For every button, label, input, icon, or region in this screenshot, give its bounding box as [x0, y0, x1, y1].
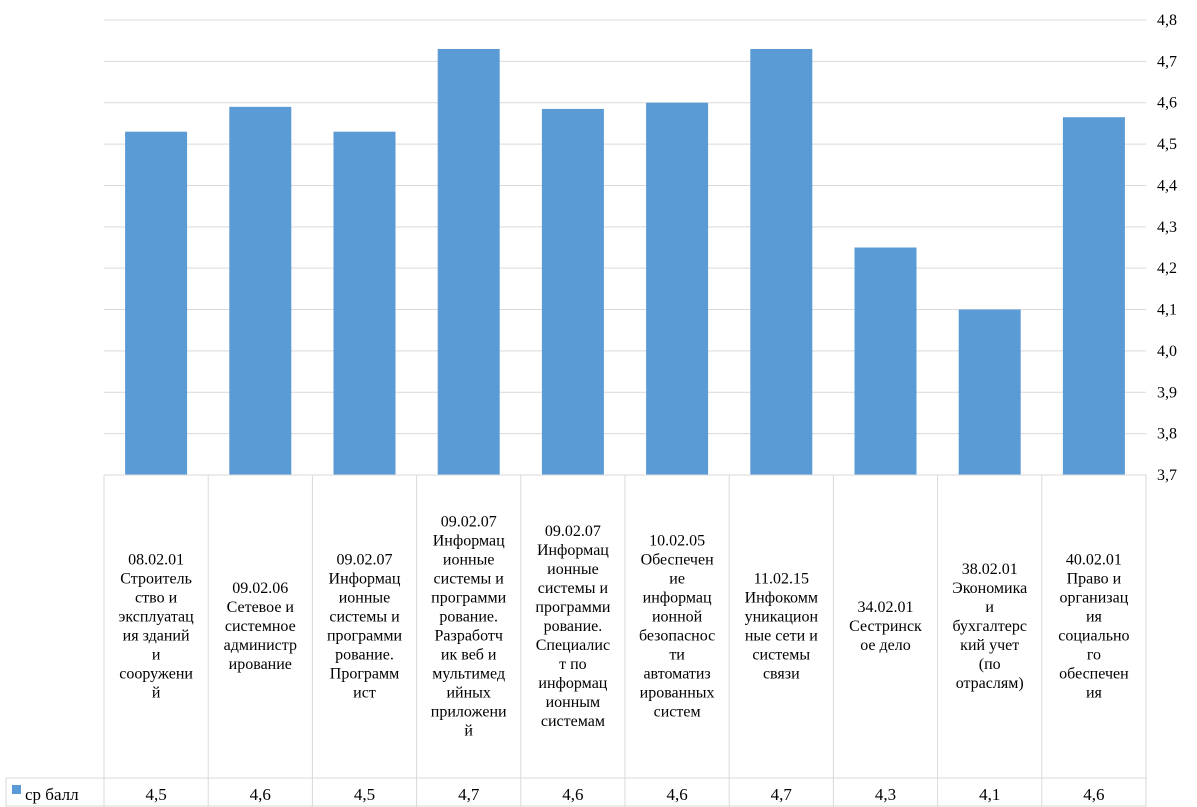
- bar: [646, 102, 709, 476]
- data-table-value: 4,1: [979, 785, 1000, 804]
- category-label: 09.02.07 Информац ионные системы и программи…: [327, 552, 402, 702]
- y-tick-label: 4,6: [1157, 95, 1177, 112]
- y-tick-label: 4,7: [1157, 53, 1177, 70]
- category-label: 11.02.15 Инфокомм уникацион ные сети и систе…: [745, 571, 819, 683]
- y-tick-label: 4,8: [1157, 12, 1177, 29]
- bar: [125, 131, 188, 475]
- category-label: 34.02.01 Сестринск ое дело: [849, 599, 922, 654]
- y-tick-label: 4,1: [1157, 302, 1177, 319]
- y-tick-label: 3,9: [1157, 384, 1177, 401]
- y-tick-label: 4,2: [1157, 260, 1177, 277]
- bar: [229, 106, 292, 475]
- data-table-value: 4,6: [1083, 785, 1104, 804]
- data-table-grid: [5, 474, 1147, 807]
- y-axis-tick-labels: 3,7 3,8 3,9 4,0 4,1 4,2 4,3 4,4 4,5 4,6 4,7 4,8: [1157, 12, 1177, 484]
- bar: [333, 131, 396, 475]
- data-table-value: 4,6: [562, 785, 583, 804]
- category-label: 08.02.01 Строитель ство и эксплуатац ия здан…: [118, 552, 194, 702]
- y-tick-label: 3,7: [1157, 467, 1177, 484]
- category-label: 10.02.05 Обеспечен ие информац ионной безопас…: [639, 533, 715, 721]
- bar: [541, 108, 604, 475]
- bar: [1062, 117, 1125, 476]
- data-table-value: 4,6: [250, 785, 271, 804]
- category-label: 09.02.07 Информац ионные системы и программи…: [431, 514, 507, 740]
- data-table-value: 4,5: [354, 785, 375, 804]
- bar: [437, 48, 500, 476]
- bar: [854, 247, 917, 475]
- y-tick-label: 4,5: [1157, 136, 1177, 153]
- y-tick-label: 3,8: [1157, 426, 1177, 443]
- y-tick-label: 4,4: [1157, 177, 1177, 194]
- data-table-value: 4,7: [458, 785, 480, 804]
- category-label: 09.02.06 Сетевое и системное администр ирова…: [224, 580, 297, 673]
- y-tick-label: 4,0: [1157, 343, 1177, 360]
- data-table-values: 4,5 4,6 4,5 4,7 4,6 4,6 4,7 4,3 4,1 4,6: [145, 785, 1104, 804]
- data-table-value: 4,5: [145, 785, 166, 804]
- category-label: 38.02.01 Экономика и бухгалтерс кий учет (по о…: [952, 561, 1027, 692]
- y-tick-label: 4,3: [1157, 219, 1177, 236]
- data-table-value: 4,3: [875, 785, 896, 804]
- category-labels: 08.02.01 Строитель ство и эксплуатац ия здан…: [118, 514, 1129, 740]
- legend-swatch: [12, 785, 21, 794]
- legend-label: ср балл: [25, 785, 79, 804]
- bars: [125, 48, 1125, 476]
- category-label: 09.02.07 Информац ионные системы и программи…: [535, 523, 610, 730]
- legend: ср балл: [12, 785, 79, 804]
- data-table-value: 4,7: [771, 785, 793, 804]
- data-table-value: 4,6: [666, 785, 687, 804]
- bar: [958, 309, 1021, 475]
- category-label: 40.02.01 Право и организац ия социально го обе…: [1058, 552, 1129, 702]
- bar: [750, 48, 813, 476]
